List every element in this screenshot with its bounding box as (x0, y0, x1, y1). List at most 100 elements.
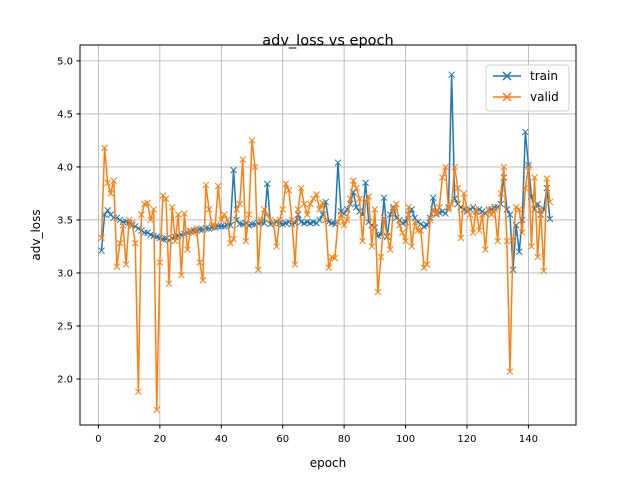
train-point (248, 220, 256, 228)
valid-point (119, 221, 127, 229)
ticks: 0 20 40 60 80 100 120 140 2.0 2.5 3.0 3.5 4.0 4.5 5.0 (57, 56, 538, 445)
valid-point (144, 199, 151, 207)
valid-point (177, 271, 185, 279)
train-point (141, 229, 148, 237)
valid-point (515, 205, 523, 213)
y-tick-label: 5.0 (57, 56, 73, 67)
valid-point (475, 227, 483, 234)
valid-point (107, 190, 115, 197)
valid-point (181, 210, 188, 217)
train-point (144, 229, 151, 237)
valid-point (162, 195, 170, 203)
valid-point (405, 203, 412, 211)
valid-point (220, 211, 228, 218)
train-point (236, 220, 244, 228)
x-tick-label: 40 (215, 434, 228, 445)
train-point (525, 161, 532, 169)
valid-point (463, 205, 471, 213)
x-tick-label: 100 (396, 434, 415, 445)
y-axis-label: adv_loss (29, 209, 43, 260)
valid-point (322, 216, 330, 224)
valid-point (184, 246, 191, 253)
train-point (469, 203, 477, 211)
valid-point (353, 184, 360, 192)
valid-point (138, 211, 145, 218)
valid-point (503, 237, 511, 245)
valid-point (451, 163, 459, 171)
valid-point (276, 216, 283, 224)
valid-point (506, 368, 514, 375)
valid-point (306, 200, 314, 208)
valid-point (518, 229, 526, 237)
valid-point (500, 163, 508, 171)
valid-point (445, 205, 452, 213)
valid-point (288, 216, 296, 224)
valid-point (525, 163, 532, 171)
valid-point (546, 198, 554, 206)
train-point (429, 194, 437, 202)
valid-point (325, 264, 333, 272)
valid-point (472, 205, 480, 213)
valid-point (439, 174, 446, 181)
train-point (506, 211, 514, 218)
train-point (478, 208, 486, 215)
train-point (217, 222, 225, 230)
train-point (442, 210, 449, 217)
valid-point (263, 211, 271, 218)
valid-point (260, 205, 268, 213)
valid-point (224, 216, 231, 224)
valid-point (543, 175, 551, 182)
valid-point (310, 195, 317, 203)
train-point (98, 247, 105, 255)
valid-point (432, 211, 440, 218)
valid-point (509, 235, 517, 243)
valid-point (248, 137, 256, 144)
valid-point (374, 288, 382, 296)
valid-point (371, 205, 379, 213)
y-tick-label: 3.0 (57, 268, 73, 279)
valid-point (291, 261, 299, 268)
valid-point (196, 259, 204, 266)
valid-point (193, 225, 201, 232)
valid-point (362, 197, 369, 205)
train-point (362, 179, 369, 187)
valid-point (368, 243, 376, 250)
valid-point (411, 218, 419, 226)
valid-point (199, 277, 207, 284)
legend-valid-marker (502, 92, 512, 102)
valid-point (303, 211, 311, 218)
x-tick-label: 80 (338, 434, 351, 445)
valid-point (104, 179, 111, 187)
y-tick-label: 4.0 (57, 162, 73, 173)
x-tick-label: 140 (519, 434, 538, 445)
train-point (119, 218, 127, 226)
chart-title: adv_loss vs epoch (262, 33, 393, 49)
valid-point (174, 211, 182, 218)
valid-point (233, 205, 240, 213)
valid-point (466, 211, 474, 218)
valid-point (300, 200, 308, 208)
valid-point (202, 181, 210, 189)
valid-point (239, 156, 247, 163)
valid-point (251, 163, 259, 171)
valid-point (414, 227, 422, 234)
valid-point (460, 190, 468, 197)
train-point (353, 203, 360, 211)
series-valid (98, 137, 554, 414)
x-tick-label: 60 (276, 434, 289, 445)
valid-point (408, 243, 416, 250)
valid-point (377, 253, 385, 261)
legend: train valid (485, 64, 570, 112)
y-tick-label: 4.5 (57, 109, 73, 120)
train-point (230, 166, 237, 174)
train-point (521, 128, 529, 136)
valid-point (113, 263, 121, 270)
valid-point (497, 190, 505, 197)
valid-point (359, 237, 366, 245)
valid-point (273, 243, 280, 250)
valid-point (122, 261, 130, 268)
train-point (134, 225, 142, 232)
valid-point (187, 227, 194, 234)
train-point (515, 248, 523, 256)
